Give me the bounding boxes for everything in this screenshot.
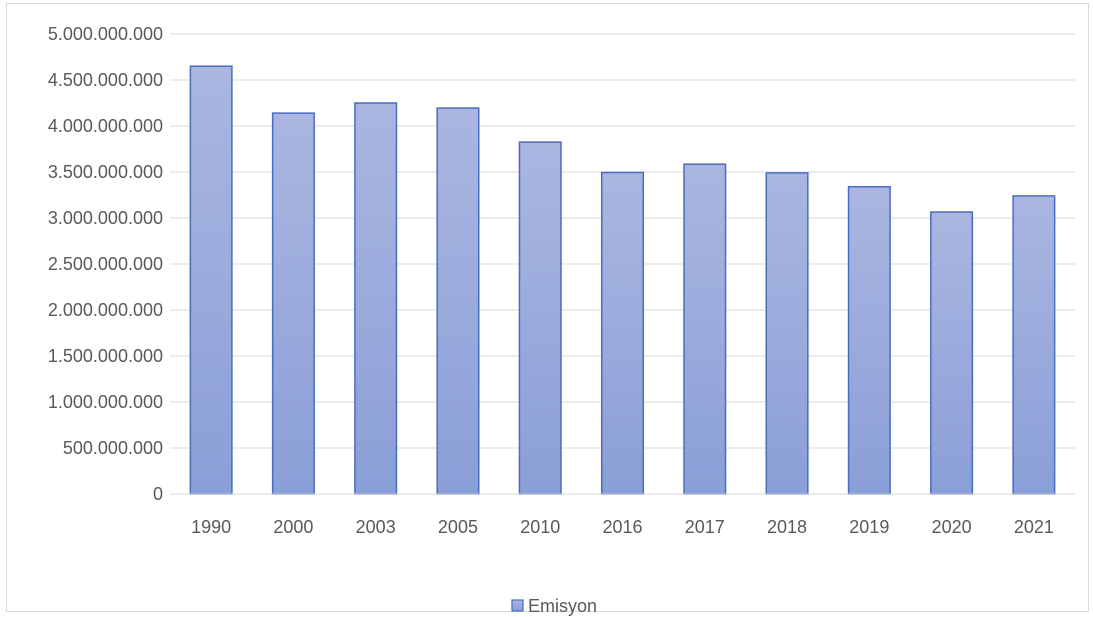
x-tick-label: 2000 (273, 517, 313, 537)
y-tick-label: 0 (153, 484, 163, 504)
bar-2003[interactable] (354, 102, 398, 495)
y-tick-label: 2.500.000.000 (48, 254, 163, 274)
x-tick-label: 2016 (602, 517, 642, 537)
y-tick-label: 4.500.000.000 (48, 70, 163, 90)
bar-2000[interactable] (271, 112, 315, 495)
legend[interactable]: Emisyon (511, 596, 597, 616)
bar-2018[interactable] (765, 172, 809, 495)
bar-2021[interactable] (1012, 195, 1056, 495)
legend-swatch (511, 599, 524, 612)
x-tick-label: 2020 (932, 517, 972, 537)
x-tick-label: 2005 (438, 517, 478, 537)
x-tick-label: 2018 (767, 517, 807, 537)
bar-2019[interactable] (847, 185, 891, 495)
bar-2005[interactable] (436, 107, 480, 495)
y-tick-label: 4.000.000.000 (48, 116, 163, 136)
y-tick-label: 3.500.000.000 (48, 162, 163, 182)
x-tick-label: 2003 (356, 517, 396, 537)
x-axis: 1990 2000 2003 2005 2010 2016 2017 2018 2019 2020… (170, 493, 1075, 537)
bars (189, 65, 1056, 495)
bar-1990[interactable] (189, 65, 233, 495)
legend-label: Emisyon (528, 596, 597, 616)
y-tick-label: 3.000.000.000 (48, 208, 163, 228)
bar-2017[interactable] (683, 163, 727, 495)
x-tick-label: 2021 (1014, 517, 1054, 537)
x-tick-label: 2017 (685, 517, 725, 537)
bar-2020[interactable] (930, 211, 974, 495)
y-tick-label: 2.000.000.000 (48, 300, 163, 320)
bar-2016[interactable] (600, 171, 645, 495)
x-tick-label: 1990 (191, 517, 231, 537)
y-tick-label: 500.000.000 (63, 438, 163, 458)
x-tick-label: 2019 (849, 517, 889, 537)
y-axis: 0 500.000.000 1.000.000.000 1.500.000.000 2.… (48, 24, 163, 504)
x-tick-label: 2010 (520, 517, 560, 537)
bar-2010[interactable] (518, 141, 562, 495)
y-tick-label: 1.500.000.000 (48, 346, 163, 366)
y-tick-label: 1.000.000.000 (48, 392, 163, 412)
y-tick-label: 5.000.000.000 (48, 24, 163, 44)
